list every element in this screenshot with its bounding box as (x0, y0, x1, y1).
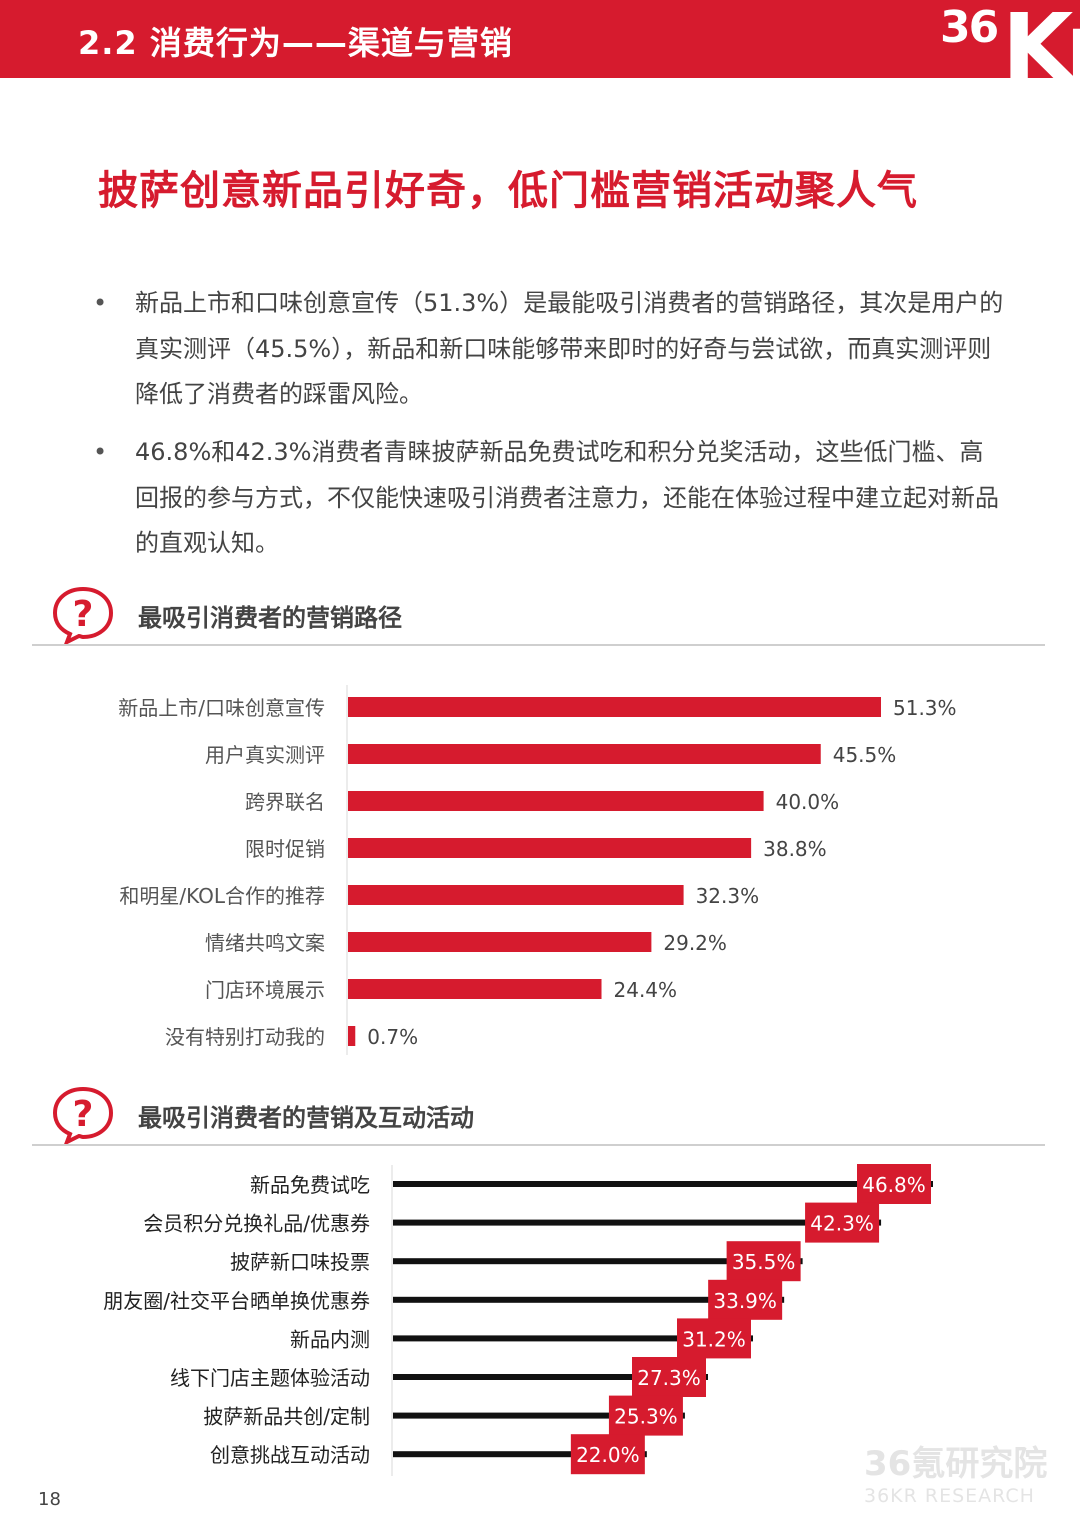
chart2-bar (393, 1296, 785, 1303)
chart1-category-label: 没有特别打动我的 (165, 1025, 325, 1049)
36kr-logo: 36 Kr (930, 0, 1080, 78)
chart2-value-label: 27.3% (637, 1366, 701, 1390)
divider (32, 644, 1045, 646)
chart2-section-header: ? 最吸引消费者的营销及互动活动 (0, 1084, 1080, 1154)
chart1-category-label: 门店环境展示 (205, 978, 325, 1002)
chart2-value-label: 22.0% (576, 1443, 640, 1467)
chart2-bar (393, 1258, 803, 1265)
chart2-value-box (677, 1318, 751, 1359)
chart2-category-label: 线下门店主题体验活动 (170, 1366, 370, 1390)
bullet-text: 46.8%和42.3%消费者青睐披萨新品免费试吃和积分兑奖活动，这些低门槛、高回… (135, 438, 999, 557)
chart2-category-label: 新品内测 (290, 1327, 370, 1351)
chart2-category-label: 创意挑战互动活动 (210, 1443, 370, 1467)
divider (32, 1144, 1045, 1146)
chart2-bar (393, 1451, 647, 1458)
chart2-bar (393, 1335, 753, 1342)
chart1-section-header: ? 最吸引消费者的营销路径 (0, 584, 1080, 654)
logo-number: 36 (940, 2, 999, 53)
chart2-category-label: 披萨新品共创/定制 (203, 1405, 370, 1429)
chart2-category-label: 披萨新口味投票 (230, 1250, 370, 1274)
chart1-value-label: 38.8% (763, 837, 827, 861)
chart1-category-label: 跨界联名 (245, 790, 325, 814)
marketing-path-bar-chart: 新品上市/口味创意宣传 51.3% 用户真实测评 45.5% 跨界联名 40.0% 限时促销… (118, 685, 957, 1055)
chart2-value-box (857, 1164, 931, 1204)
chart1-bar (348, 1026, 356, 1046)
chart1-value-label: 32.3% (696, 884, 760, 908)
chart2-title: 最吸引消费者的营销及互动活动 (138, 1104, 474, 1132)
header-bar: 2.2 消费行为——渠道与营销 36 Kr (0, 0, 1080, 78)
section-title: 2.2 消费行为——渠道与营销 (78, 24, 513, 62)
question-mark-glyph: ? (73, 1094, 94, 1135)
chart2-category-label: 朋友圈/社交平台晒单换优惠券 (103, 1289, 370, 1313)
chart1-value-label: 45.5% (833, 743, 897, 767)
chart1-title: 最吸引消费者的营销路径 (138, 604, 402, 632)
question-bubble-icon: ? (52, 586, 114, 644)
chart2-bar (393, 1219, 882, 1226)
page-number: 18 (38, 1489, 61, 1510)
chart2-value-box (608, 1395, 683, 1436)
chart1-category-label: 用户真实测评 (205, 743, 325, 767)
chart1-value-label: 40.0% (776, 790, 840, 814)
marketing-activity-lollipop-chart: 新品免费试吃 46.8% 会员积分兑换礼品/优惠券 42.3% 披萨新口味投票 35.5%… (103, 1164, 933, 1476)
chart2-bar (393, 1181, 933, 1187)
chart1-category-label: 和明星/KOL合作的推荐 (119, 884, 325, 908)
chart2-category-label: 新品免费试吃 (250, 1173, 370, 1197)
chart1-bar (348, 979, 602, 999)
chart2-category-label: 会员积分兑换礼品/优惠券 (143, 1212, 370, 1236)
chart2-value-label: 31.2% (682, 1327, 746, 1351)
watermark-line1: 36氪研究院 (864, 1444, 1048, 1484)
chart2-value-label: 42.3% (810, 1212, 874, 1236)
chart2-value-label: 25.3% (614, 1405, 678, 1429)
watermark: 36氪研究院 36KR RESEARCH (864, 1436, 1064, 1507)
bullet-dot: • (93, 438, 108, 466)
chart1-value-label: 29.2% (663, 931, 727, 955)
chart2-bar (393, 1374, 708, 1380)
chart1-bar (348, 885, 684, 905)
chart2-value-label: 33.9% (713, 1289, 777, 1313)
page-headline: 披萨创意新品引好奇，低门槛营销活动聚人气 (98, 168, 918, 214)
chart2-value-box (805, 1202, 880, 1243)
chart2-bar (393, 1412, 685, 1419)
bullet-item: • 46.8%和42.3%消费者青睐披萨新品免费试吃和积分兑奖活动，这些低门槛、… (93, 430, 1005, 567)
chart1-bar (348, 932, 652, 952)
chart2-value-box (708, 1279, 783, 1320)
chart2-value-label: 35.5% (732, 1250, 796, 1274)
chart2-value-box (570, 1434, 645, 1475)
chart1-category-label: 新品上市/口味创意宣传 (118, 696, 325, 720)
watermark-line2: 36KR RESEARCH (864, 1485, 1035, 1507)
question-bubble-icon: ? (52, 1086, 114, 1144)
chart1-category-label: 限时促销 (245, 837, 325, 861)
chart1-value-label: 0.7% (367, 1025, 418, 1049)
chart1-value-label: 51.3% (893, 696, 957, 720)
chart1-category-label: 情绪共鸣文案 (205, 931, 325, 955)
logo-letters: Kr (1002, 0, 1080, 78)
chart1-bar (348, 791, 764, 811)
question-mark-glyph: ? (73, 594, 94, 635)
chart1-value-label: 24.4% (614, 978, 678, 1002)
bullet-item: • 新品上市和口味创意宣传（51.3%）是最能吸引消费者的营销路径，其次是用户的… (93, 281, 1005, 418)
bullet-text: 新品上市和口味创意宣传（51.3%）是最能吸引消费者的营销路径，其次是用户的真实… (135, 289, 1004, 408)
chart1-bar (348, 697, 881, 717)
chart1-bar (348, 744, 821, 764)
bullet-dot: • (93, 289, 108, 317)
chart2-value-label: 46.8% (862, 1173, 926, 1197)
chart2-value-box (726, 1241, 801, 1282)
chart2-value-box (632, 1357, 706, 1397)
chart1-bar (348, 838, 752, 858)
